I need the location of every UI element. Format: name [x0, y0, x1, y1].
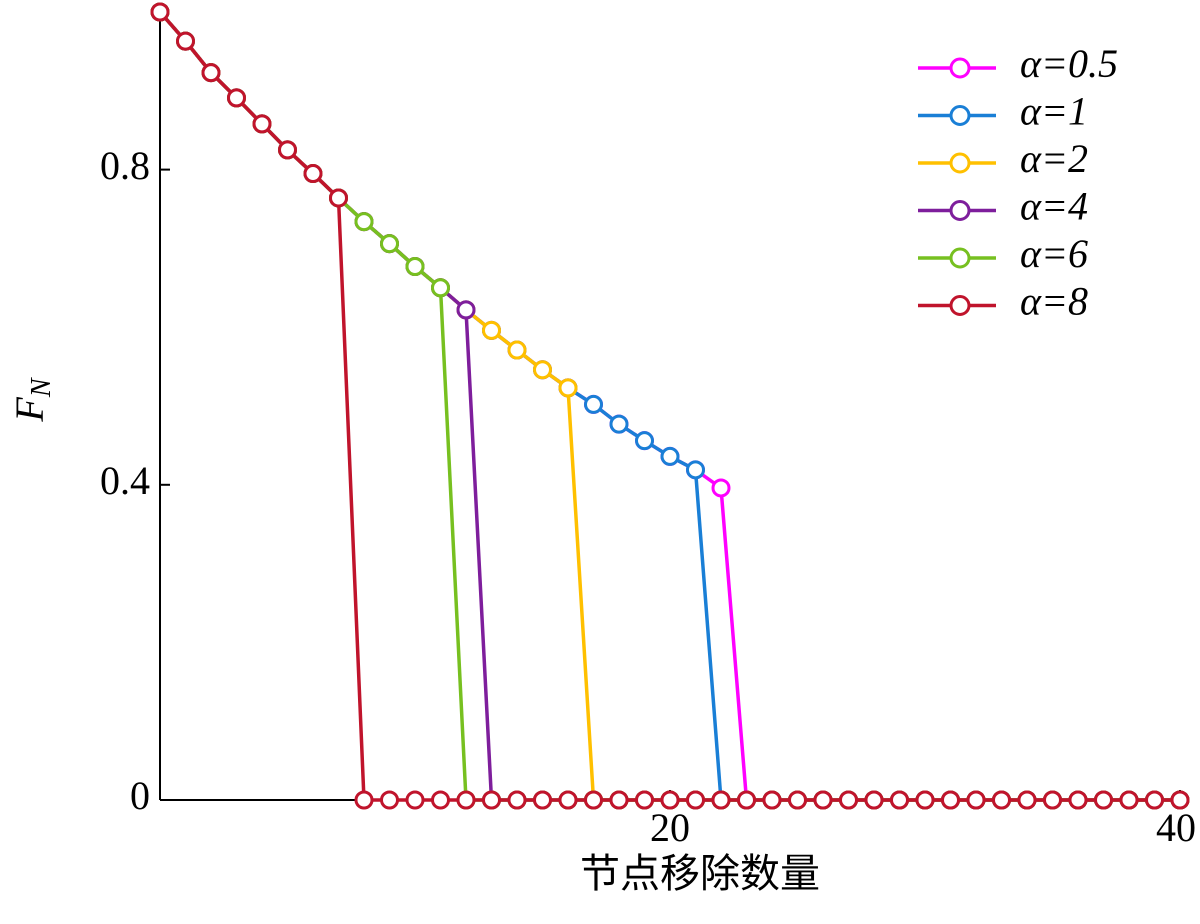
point-marker: [354, 790, 374, 810]
point-marker: [941, 790, 960, 810]
point-marker: [1017, 790, 1037, 810]
legend-marker: [949, 200, 971, 221]
point-marker: [456, 300, 476, 320]
point-marker: [992, 790, 1011, 810]
point-marker: [405, 790, 425, 810]
point-marker: [558, 790, 578, 810]
y-axis-label: FN: [7, 377, 57, 422]
point-marker: [762, 790, 782, 810]
point-marker: [507, 790, 527, 810]
y-tick-label: 0.4: [100, 458, 150, 503]
point-marker: [737, 790, 756, 810]
point-marker: [380, 790, 399, 810]
point-marker: [431, 278, 450, 298]
point-marker: [839, 790, 858, 810]
y-tick-label: 0: [130, 773, 150, 818]
point-marker: [788, 790, 807, 810]
point-marker: [660, 446, 680, 466]
legend-marker: [949, 295, 971, 316]
point-marker: [507, 340, 527, 360]
legend-label: α=4: [1020, 184, 1088, 229]
point-marker: [1043, 790, 1062, 810]
legend-label: α=6: [1020, 231, 1088, 276]
legend-marker: [949, 152, 971, 174]
point-marker: [252, 114, 272, 134]
point-marker: [1119, 790, 1139, 810]
point-marker: [278, 140, 297, 160]
point-marker: [431, 790, 450, 810]
y-tick-label: 0.8: [100, 143, 150, 188]
point-marker: [329, 188, 348, 208]
point-marker: [1094, 790, 1113, 810]
legend-label: α=1: [1020, 89, 1088, 134]
point-marker: [150, 2, 170, 22]
x-axis-label: 节点移除数量: [580, 851, 820, 897]
legend-label: α=0.5: [1020, 41, 1118, 86]
point-marker: [584, 790, 603, 810]
y-axis-label-main: F: [7, 397, 52, 423]
point-marker: [711, 790, 731, 810]
point-marker: [890, 790, 909, 810]
legend-marker: [949, 57, 971, 79]
point-marker: [176, 31, 195, 51]
x-tick-label: 20: [650, 805, 690, 850]
point-marker: [915, 790, 935, 810]
point-marker: [558, 378, 578, 398]
point-marker: [201, 63, 221, 83]
point-marker: [482, 790, 501, 810]
point-marker: [1068, 790, 1088, 810]
point-marker: [405, 257, 425, 277]
point-marker: [711, 478, 731, 498]
point-marker: [635, 790, 654, 810]
point-marker: [864, 790, 884, 810]
legend-marker: [949, 247, 971, 269]
point-marker: [1145, 790, 1164, 810]
point-marker: [635, 431, 654, 451]
point-marker: [966, 790, 986, 810]
point-marker: [533, 790, 552, 810]
point-marker: [482, 320, 501, 340]
legend-label: α=2: [1020, 136, 1088, 181]
point-marker: [354, 212, 374, 232]
point-marker: [533, 360, 552, 380]
point-marker: [813, 790, 833, 810]
point-marker: [584, 394, 603, 414]
point-marker: [227, 88, 246, 108]
point-marker: [686, 790, 705, 810]
point-marker: [686, 460, 705, 480]
point-marker: [456, 790, 476, 810]
point-marker: [609, 414, 629, 434]
legend-marker: [949, 105, 971, 126]
legend-label: α=8: [1020, 279, 1088, 324]
point-marker: [303, 164, 323, 184]
point-marker: [1170, 790, 1190, 810]
x-tick-label: 40: [1156, 805, 1196, 850]
point-marker: [380, 234, 399, 254]
y-axis-label-sub: N: [26, 377, 57, 398]
point-marker: [660, 790, 680, 810]
legend: α=0.5α=1α=2α=4α=6α=8: [918, 41, 1118, 324]
point-marker: [609, 790, 629, 810]
